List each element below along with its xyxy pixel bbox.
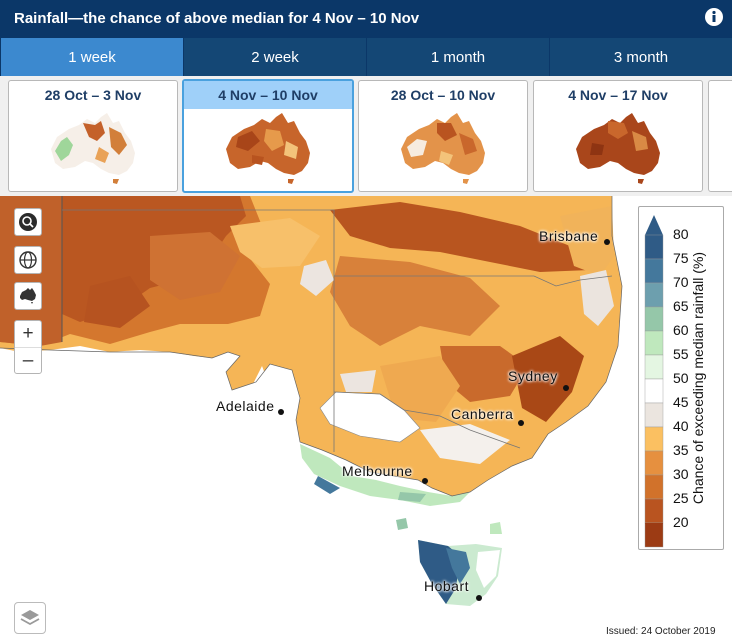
thumbnail-label: 4 Nov – 17 Nov [568, 87, 668, 103]
legend-tick-label: 80 [673, 226, 689, 242]
legend-tick-label: 40 [673, 418, 689, 434]
city-label-sydney: Sydney [508, 368, 558, 384]
legend-colorbar [644, 215, 664, 548]
globe-icon [19, 251, 37, 269]
legend-arrow-down [645, 523, 663, 545]
layers-icon [20, 610, 40, 626]
thumbnail-label: 28 Oct – 3 Nov [44, 87, 142, 103]
legend-swatch [644, 330, 664, 356]
zoom-out-button[interactable]: – [15, 347, 41, 374]
globe-button[interactable] [14, 246, 42, 274]
legend-arrow-up [645, 215, 663, 235]
legend-tick-label: 65 [673, 298, 689, 314]
zoom-controls: + – [14, 320, 42, 374]
legend-swatch [644, 354, 664, 380]
thumbnail-28oct-3nov[interactable]: 28 Oct – 3 Nov [8, 80, 178, 192]
city-label-adelaide: Adelaide [216, 398, 275, 414]
legend-tick-label: 55 [673, 346, 689, 362]
title-bar: Rainfall—the chance of above median for … [0, 0, 732, 38]
legend-tick-label: 70 [673, 274, 689, 290]
zoom-in-button[interactable]: + [22, 323, 34, 344]
legend-title: Chance of exceeding median rainfall (%) [690, 251, 706, 505]
city-label-melbourne: Melbourne [342, 463, 413, 479]
thumbnail-28oct-10nov[interactable]: 28 Oct – 10 Nov [358, 80, 528, 192]
legend-tick-label: 45 [673, 394, 689, 410]
legend-swatch [644, 282, 664, 308]
legend-swatch [644, 234, 664, 260]
page-title: Rainfall—the chance of above median for … [14, 10, 420, 27]
thumbnail-4nov-17nov[interactable]: 4 Nov – 17 Nov [533, 80, 703, 192]
legend-tick-label: 25 [673, 490, 689, 506]
thumbnail-partial[interactable] [708, 80, 732, 192]
period-tabs: 1 week 2 week 1 month 3 month [0, 38, 732, 76]
map-canvas [0, 196, 732, 642]
australia-extent-button[interactable] [14, 282, 42, 310]
tab-1-month[interactable]: 1 month [366, 38, 549, 76]
search-icon [19, 213, 37, 231]
legend-tick-label: 50 [673, 370, 689, 386]
thumbnail-map [401, 113, 485, 184]
legend-tick-label: 35 [673, 442, 689, 458]
layers-button[interactable] [14, 602, 46, 634]
thumbnail-label: 28 Oct – 10 Nov [390, 87, 496, 103]
thumbnail-4nov-10nov[interactable]: 4 Nov – 10 Nov [182, 79, 354, 193]
rainfall-map[interactable]: Brisbane Sydney Canberra Adelaide Melbou… [0, 196, 732, 642]
thumbnail-map [576, 113, 660, 184]
tab-3-month[interactable]: 3 month [549, 38, 732, 76]
legend: 80 75 70 65 60 55 50 45 40 35 30 25 20 Chance of exc… [638, 206, 724, 550]
legend-swatch [644, 258, 664, 284]
legend-swatch [644, 402, 664, 428]
city-label-brisbane: Brisbane [539, 228, 599, 244]
tab-2-week[interactable]: 2 week [183, 38, 366, 76]
thumbnail-strip: 28 Oct – 3 Nov 4 Nov – 10 Nov 28 Oct – 1… [0, 76, 732, 196]
legend-tick-label: 20 [673, 514, 689, 530]
issued-date: Issued: 24 October 2019 [606, 626, 716, 637]
legend-swatch [644, 474, 664, 500]
australia-icon [20, 288, 36, 304]
legend-swatches [644, 234, 664, 548]
search-button[interactable] [14, 208, 42, 236]
city-label-canberra: Canberra [451, 406, 514, 422]
legend-swatch [644, 450, 664, 476]
legend-swatch [644, 426, 664, 452]
legend-swatch [644, 306, 664, 332]
legend-tick-label: 30 [673, 466, 689, 482]
legend-swatch [644, 498, 664, 524]
thumbnail-map [226, 113, 310, 184]
legend-swatch [644, 378, 664, 404]
tab-1-week[interactable]: 1 week [0, 38, 183, 76]
legend-tick-label: 60 [673, 322, 689, 338]
thumbnail-map [51, 113, 135, 184]
info-icon[interactable] [704, 7, 724, 27]
thumbnail-label: 4 Nov – 10 Nov [184, 81, 352, 109]
city-label-hobart: Hobart [424, 578, 470, 594]
legend-tick-label: 75 [673, 250, 689, 266]
